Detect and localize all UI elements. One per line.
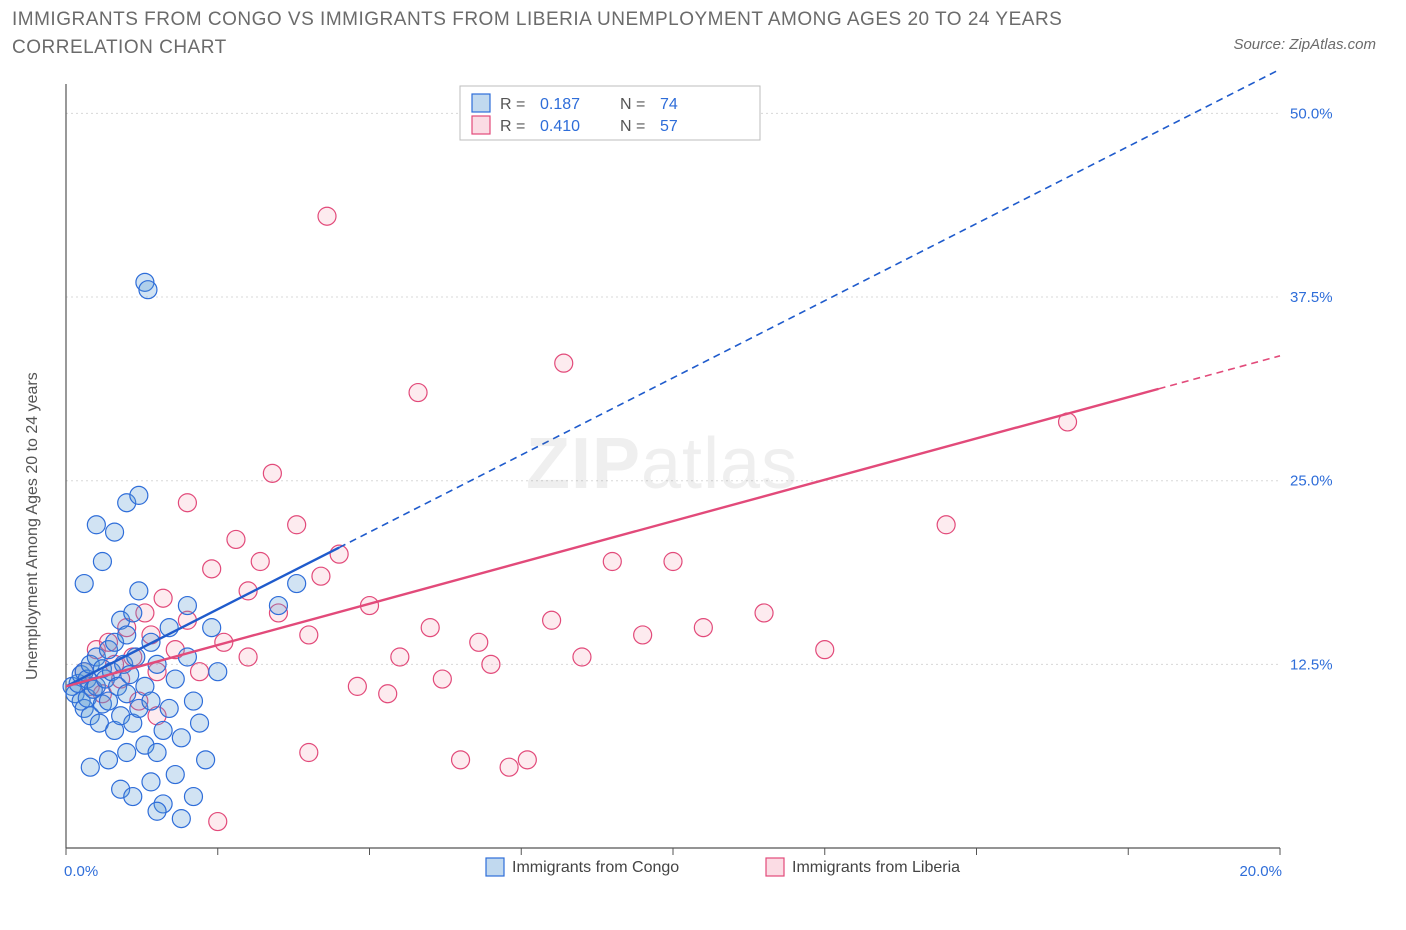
x-min-label: 0.0% [64,863,98,880]
point-congo [197,751,215,769]
svg-text:N =: N = [620,118,645,135]
point-liberia [312,567,330,585]
point-congo [178,597,196,615]
point-congo [154,721,172,739]
point-congo [269,597,287,615]
stat-r-liberia: 0.410 [540,118,580,135]
point-congo [209,663,227,681]
point-liberia [470,633,488,651]
point-liberia [300,626,318,644]
point-congo [124,604,142,622]
point-liberia [300,744,318,762]
point-liberia [227,530,245,548]
point-liberia [391,648,409,666]
point-congo [139,281,157,299]
point-congo [184,692,202,710]
point-liberia [664,553,682,571]
point-congo [118,744,136,762]
point-liberia [755,604,773,622]
point-congo [81,758,99,776]
point-liberia [518,751,536,769]
point-congo [148,802,166,820]
point-congo [160,699,178,717]
y-tick-label: 50.0% [1290,105,1333,122]
legend-label-liberia: Immigrants from Liberia [792,859,960,876]
point-congo [130,486,148,504]
point-congo [166,670,184,688]
stat-n-liberia: 57 [660,118,678,135]
svg-text:R =: R = [500,96,525,113]
point-liberia [251,553,269,571]
point-congo [148,744,166,762]
point-liberia [348,677,366,695]
point-congo [184,788,202,806]
point-liberia [452,751,470,769]
point-liberia [694,619,712,637]
point-congo [124,788,142,806]
stat-r-congo: 0.187 [540,96,580,113]
point-liberia [500,758,518,776]
y-tick-label: 25.0% [1290,473,1333,490]
point-liberia [543,611,561,629]
y-tick-label: 37.5% [1290,289,1333,306]
swatch-congo [472,94,490,112]
point-liberia [555,354,573,372]
chart-area: 12.5% 25.0% 37.5% 50.0% 0.0% 20.0% R = 0.187 N =… [56,68,1352,888]
legend-label-congo: Immigrants from Congo [512,859,679,876]
point-liberia [263,464,281,482]
point-liberia [603,553,621,571]
point-congo [166,766,184,784]
point-liberia [482,655,500,673]
svg-text:N =: N = [620,96,645,113]
point-liberia [573,648,591,666]
point-congo [288,575,306,593]
point-congo [87,516,105,534]
point-congo [93,553,111,571]
point-liberia [239,648,257,666]
point-liberia [409,384,427,402]
point-liberia [433,670,451,688]
point-liberia [816,641,834,659]
point-liberia [421,619,439,637]
point-liberia [209,813,227,831]
y-axis-label: Unemployment Among Ages 20 to 24 years [24,372,42,680]
point-liberia [154,589,172,607]
swatch-liberia [472,116,490,134]
point-congo [172,729,190,747]
point-congo [99,751,117,769]
y-tick-label: 12.5% [1290,656,1333,673]
point-congo [118,685,136,703]
point-congo [118,626,136,644]
point-liberia [634,626,652,644]
trend-liberia-dashed [1159,356,1280,389]
point-congo [172,810,190,828]
point-congo [130,582,148,600]
scatter-plot: 12.5% 25.0% 37.5% 50.0% 0.0% 20.0% R = 0.187 N =… [56,68,1352,888]
point-liberia [379,685,397,703]
point-congo [75,575,93,593]
point-liberia [191,663,209,681]
point-congo [203,619,221,637]
point-liberia [288,516,306,534]
point-liberia [203,560,221,578]
point-congo [142,773,160,791]
stat-n-congo: 74 [660,96,678,113]
point-congo [191,714,209,732]
point-congo [142,692,160,710]
chart-title: IMMIGRANTS FROM CONGO VS IMMIGRANTS FROM… [12,6,1132,62]
point-congo [106,523,124,541]
point-liberia [178,494,196,512]
svg-text:R =: R = [500,118,525,135]
trend-congo-dashed [339,69,1280,547]
legend-swatch-congo [486,858,504,876]
point-liberia [937,516,955,534]
point-liberia [318,207,336,225]
source-text: Source: ZipAtlas.com [1233,36,1376,53]
legend-swatch-liberia [766,858,784,876]
x-max-label: 20.0% [1239,863,1282,880]
